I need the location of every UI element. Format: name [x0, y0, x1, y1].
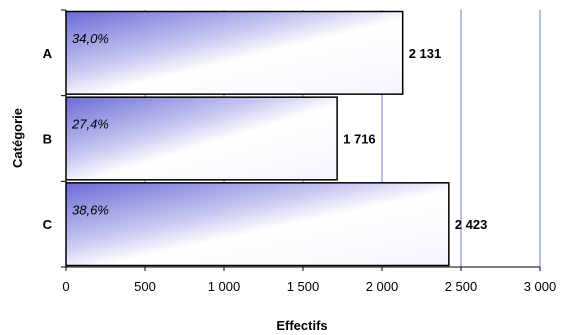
- percent-label: 34,0%: [72, 31, 109, 46]
- bars: [65, 10, 450, 267]
- percent-label: 38,6%: [72, 202, 109, 217]
- x-tick-label: 1 500: [287, 279, 320, 294]
- y-axis-title: Catégorie: [10, 108, 25, 168]
- x-tick-label: 3 000: [524, 279, 557, 294]
- labels: 0 500 1 000 1 500 2 000 2 500 3 000 A 34,0% 2 131…: [43, 31, 557, 294]
- x-tick-label: 500: [134, 279, 156, 294]
- x-tick-label: 0: [62, 279, 69, 294]
- x-tick-label: 2 500: [445, 279, 478, 294]
- value-label: 2 131: [409, 46, 442, 61]
- bar-c: [65, 182, 450, 267]
- x-tick-label: 2 000: [366, 279, 399, 294]
- category-label: B: [43, 132, 52, 147]
- category-label: C: [43, 217, 53, 232]
- value-label: 2 423: [455, 217, 488, 232]
- category-label: A: [43, 46, 53, 61]
- x-axis-title: Effectifs: [276, 318, 327, 333]
- x-tick-label: 1 000: [208, 279, 241, 294]
- bar-a: [65, 10, 404, 95]
- value-label: 1 716: [343, 132, 376, 147]
- bar-b: [65, 96, 338, 181]
- axes: [61, 9, 541, 271]
- percent-label: 27,4%: [71, 117, 109, 132]
